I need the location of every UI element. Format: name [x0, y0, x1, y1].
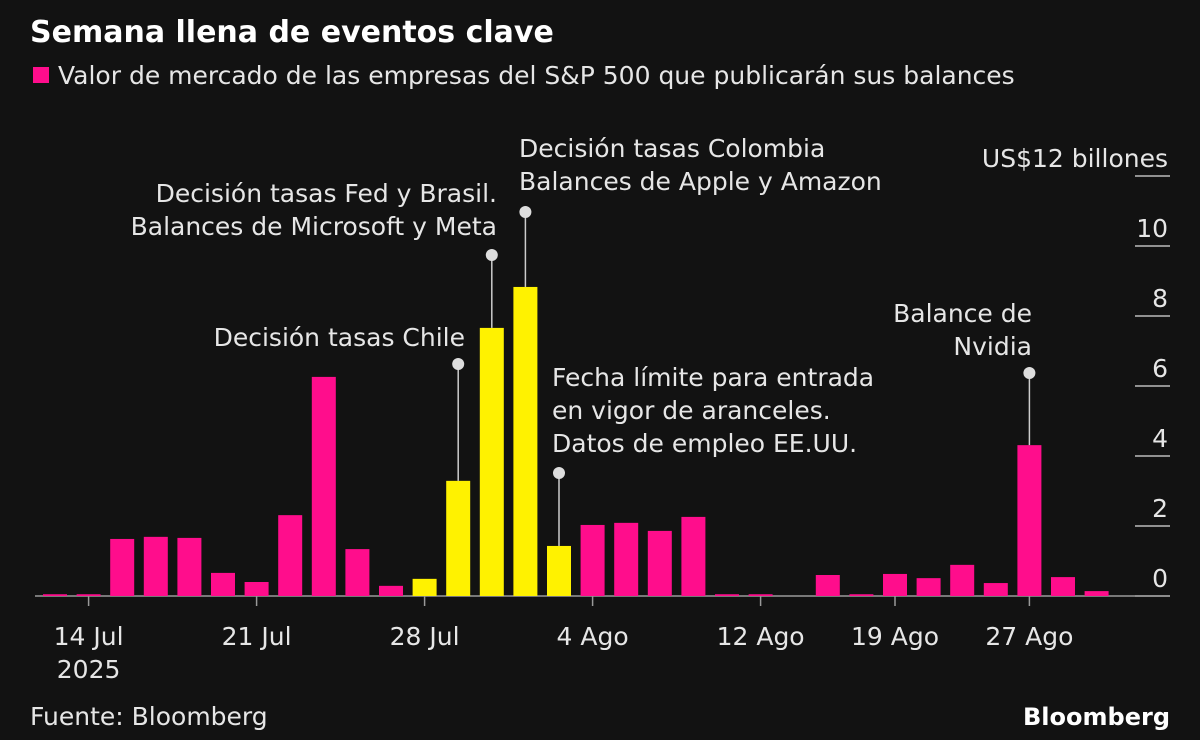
- bar: [177, 537, 202, 596]
- x-tick-label: 19 Ago: [851, 622, 939, 651]
- y-tick-label: 10: [1136, 214, 1168, 243]
- annotation-text: Balances de Apple y Amazon: [519, 167, 882, 196]
- legend-label: Valor de mercado de las empresas del S&P…: [58, 61, 1015, 90]
- bar: [412, 578, 437, 596]
- bar: [43, 594, 67, 596]
- chart-title: Semana llena de eventos clave: [30, 15, 554, 50]
- bar: [748, 594, 773, 596]
- bar: [950, 564, 975, 596]
- annotation-dot: [485, 249, 498, 261]
- x-tick-label: 28 Jul: [390, 622, 460, 651]
- bar: [916, 578, 941, 596]
- bar: [1084, 591, 1109, 596]
- bar: [446, 480, 471, 596]
- bar: [647, 530, 672, 596]
- bar: [547, 545, 571, 596]
- bar: [681, 516, 706, 596]
- bar: [379, 585, 403, 596]
- y-tick-label: 8: [1152, 284, 1168, 313]
- annotation-text: Decisión tasas Colombia: [519, 134, 825, 163]
- y-tick-label: 2: [1152, 494, 1168, 523]
- x-tick-label: 14 Jul: [54, 622, 124, 651]
- x-tick-label: 21 Jul: [222, 622, 292, 651]
- annotation-text: Nvidia: [953, 332, 1032, 361]
- annotation-text: Fecha límite para entrada: [552, 363, 874, 392]
- bar: [815, 575, 840, 596]
- legend-swatch: [33, 67, 49, 83]
- bar: [513, 286, 538, 596]
- bar: [143, 536, 168, 596]
- x-tick-label: 27 Ago: [985, 622, 1073, 651]
- annotation-dot: [452, 358, 465, 370]
- annotation-dot: [519, 206, 532, 218]
- bar: [311, 376, 336, 596]
- bar: [345, 549, 370, 596]
- y-tick-label: 4: [1152, 424, 1168, 453]
- annotation-text: Decisión tasas Fed y Brasil.: [156, 179, 497, 208]
- annotation-text: Balances de Microsoft y Meta: [131, 212, 497, 241]
- annotation-text: en vigor de aranceles.: [552, 396, 831, 425]
- bar: [883, 573, 907, 596]
- bar: [715, 594, 739, 596]
- source: Fuente: Bloomberg: [30, 702, 268, 731]
- x-tick-label: 4 Ago: [557, 622, 629, 651]
- x-year-label: 2025: [57, 655, 121, 684]
- bar: [580, 524, 605, 596]
- annotation-text: Balance de: [893, 299, 1032, 328]
- bar: [1017, 445, 1042, 596]
- bar: [76, 594, 101, 596]
- bar: [278, 515, 303, 596]
- bar: [211, 572, 235, 596]
- annotation-dot: [1023, 367, 1036, 379]
- brand: Bloomberg: [1023, 703, 1170, 731]
- bar: [614, 522, 639, 596]
- bar: [849, 594, 874, 596]
- bar: [1051, 577, 1075, 596]
- annotation-text: Datos de empleo EE.UU.: [552, 429, 857, 458]
- bar: [479, 327, 504, 596]
- bar: [244, 582, 269, 596]
- y-tick-label: US$12 billones: [982, 144, 1168, 173]
- x-tick-label: 12 Ago: [717, 622, 805, 651]
- bar: [110, 538, 135, 596]
- y-tick-label: 0: [1152, 564, 1168, 593]
- y-tick-label: 6: [1152, 354, 1168, 383]
- annotation-dot: [553, 467, 565, 479]
- annotation-text: Decisión tasas Chile: [214, 323, 465, 352]
- bar: [983, 583, 1008, 596]
